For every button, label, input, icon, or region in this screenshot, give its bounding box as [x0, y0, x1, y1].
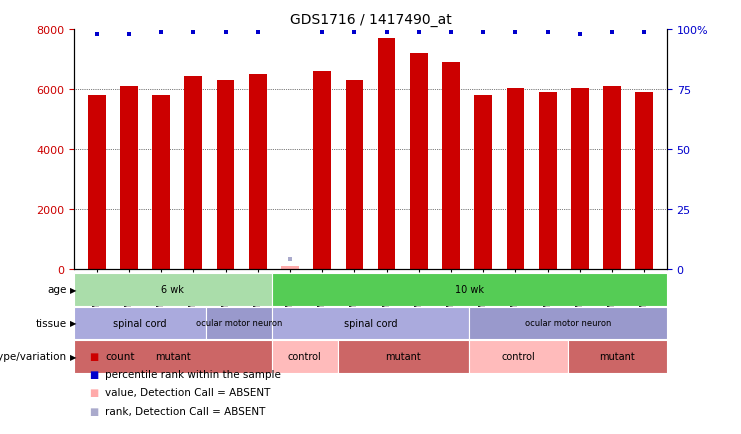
Bar	[249, 75, 267, 269]
Bar	[74, 273, 272, 306]
Title: GDS1716 / 1417490_at: GDS1716 / 1417490_at	[290, 13, 451, 26]
Bar	[281, 266, 299, 269]
Bar	[272, 340, 338, 373]
Bar	[507, 89, 525, 269]
Text: age: age	[47, 285, 67, 295]
Text: mutant: mutant	[385, 352, 422, 362]
Text: ocular motor neuron: ocular motor neuron	[196, 319, 282, 328]
Bar	[571, 89, 589, 269]
Text: mutant: mutant	[155, 352, 190, 362]
Text: rank, Detection Call = ABSENT: rank, Detection Call = ABSENT	[105, 406, 265, 415]
Bar	[74, 340, 272, 373]
Bar	[338, 340, 469, 373]
Text: ▶: ▶	[70, 319, 77, 328]
Bar	[603, 87, 621, 269]
Bar	[442, 63, 460, 269]
Text: 6 wk: 6 wk	[162, 285, 185, 295]
Bar	[152, 96, 170, 269]
Bar	[345, 81, 363, 269]
Bar	[87, 96, 105, 269]
Text: mutant: mutant	[599, 352, 635, 362]
Bar	[636, 93, 654, 269]
Text: genotype/variation: genotype/variation	[0, 352, 67, 362]
Bar	[474, 96, 492, 269]
Bar	[469, 307, 667, 339]
Text: spinal cord: spinal cord	[113, 318, 167, 328]
Text: ■: ■	[89, 388, 98, 397]
Bar	[539, 93, 556, 269]
Bar	[313, 72, 331, 269]
Bar	[206, 307, 272, 339]
Bar	[216, 81, 234, 269]
Bar	[120, 87, 138, 269]
Text: ▶: ▶	[70, 352, 77, 361]
Text: count: count	[105, 351, 135, 361]
Text: ■: ■	[89, 406, 98, 415]
Bar	[74, 307, 206, 339]
Bar	[568, 340, 667, 373]
Bar	[469, 340, 568, 373]
Text: ▶: ▶	[70, 285, 77, 294]
Text: ■: ■	[89, 351, 98, 361]
Bar	[272, 273, 667, 306]
Text: 10 wk: 10 wk	[455, 285, 484, 295]
Bar	[378, 39, 396, 269]
Text: control: control	[502, 352, 536, 362]
Bar	[272, 307, 469, 339]
Text: ocular motor neuron: ocular motor neuron	[525, 319, 611, 328]
Bar	[410, 54, 428, 269]
Text: tissue: tissue	[36, 318, 67, 328]
Bar	[185, 77, 202, 269]
Text: spinal cord: spinal cord	[344, 318, 397, 328]
Text: value, Detection Call = ABSENT: value, Detection Call = ABSENT	[105, 388, 270, 397]
Text: percentile rank within the sample: percentile rank within the sample	[105, 369, 281, 379]
Text: ■: ■	[89, 369, 98, 379]
Text: control: control	[288, 352, 322, 362]
